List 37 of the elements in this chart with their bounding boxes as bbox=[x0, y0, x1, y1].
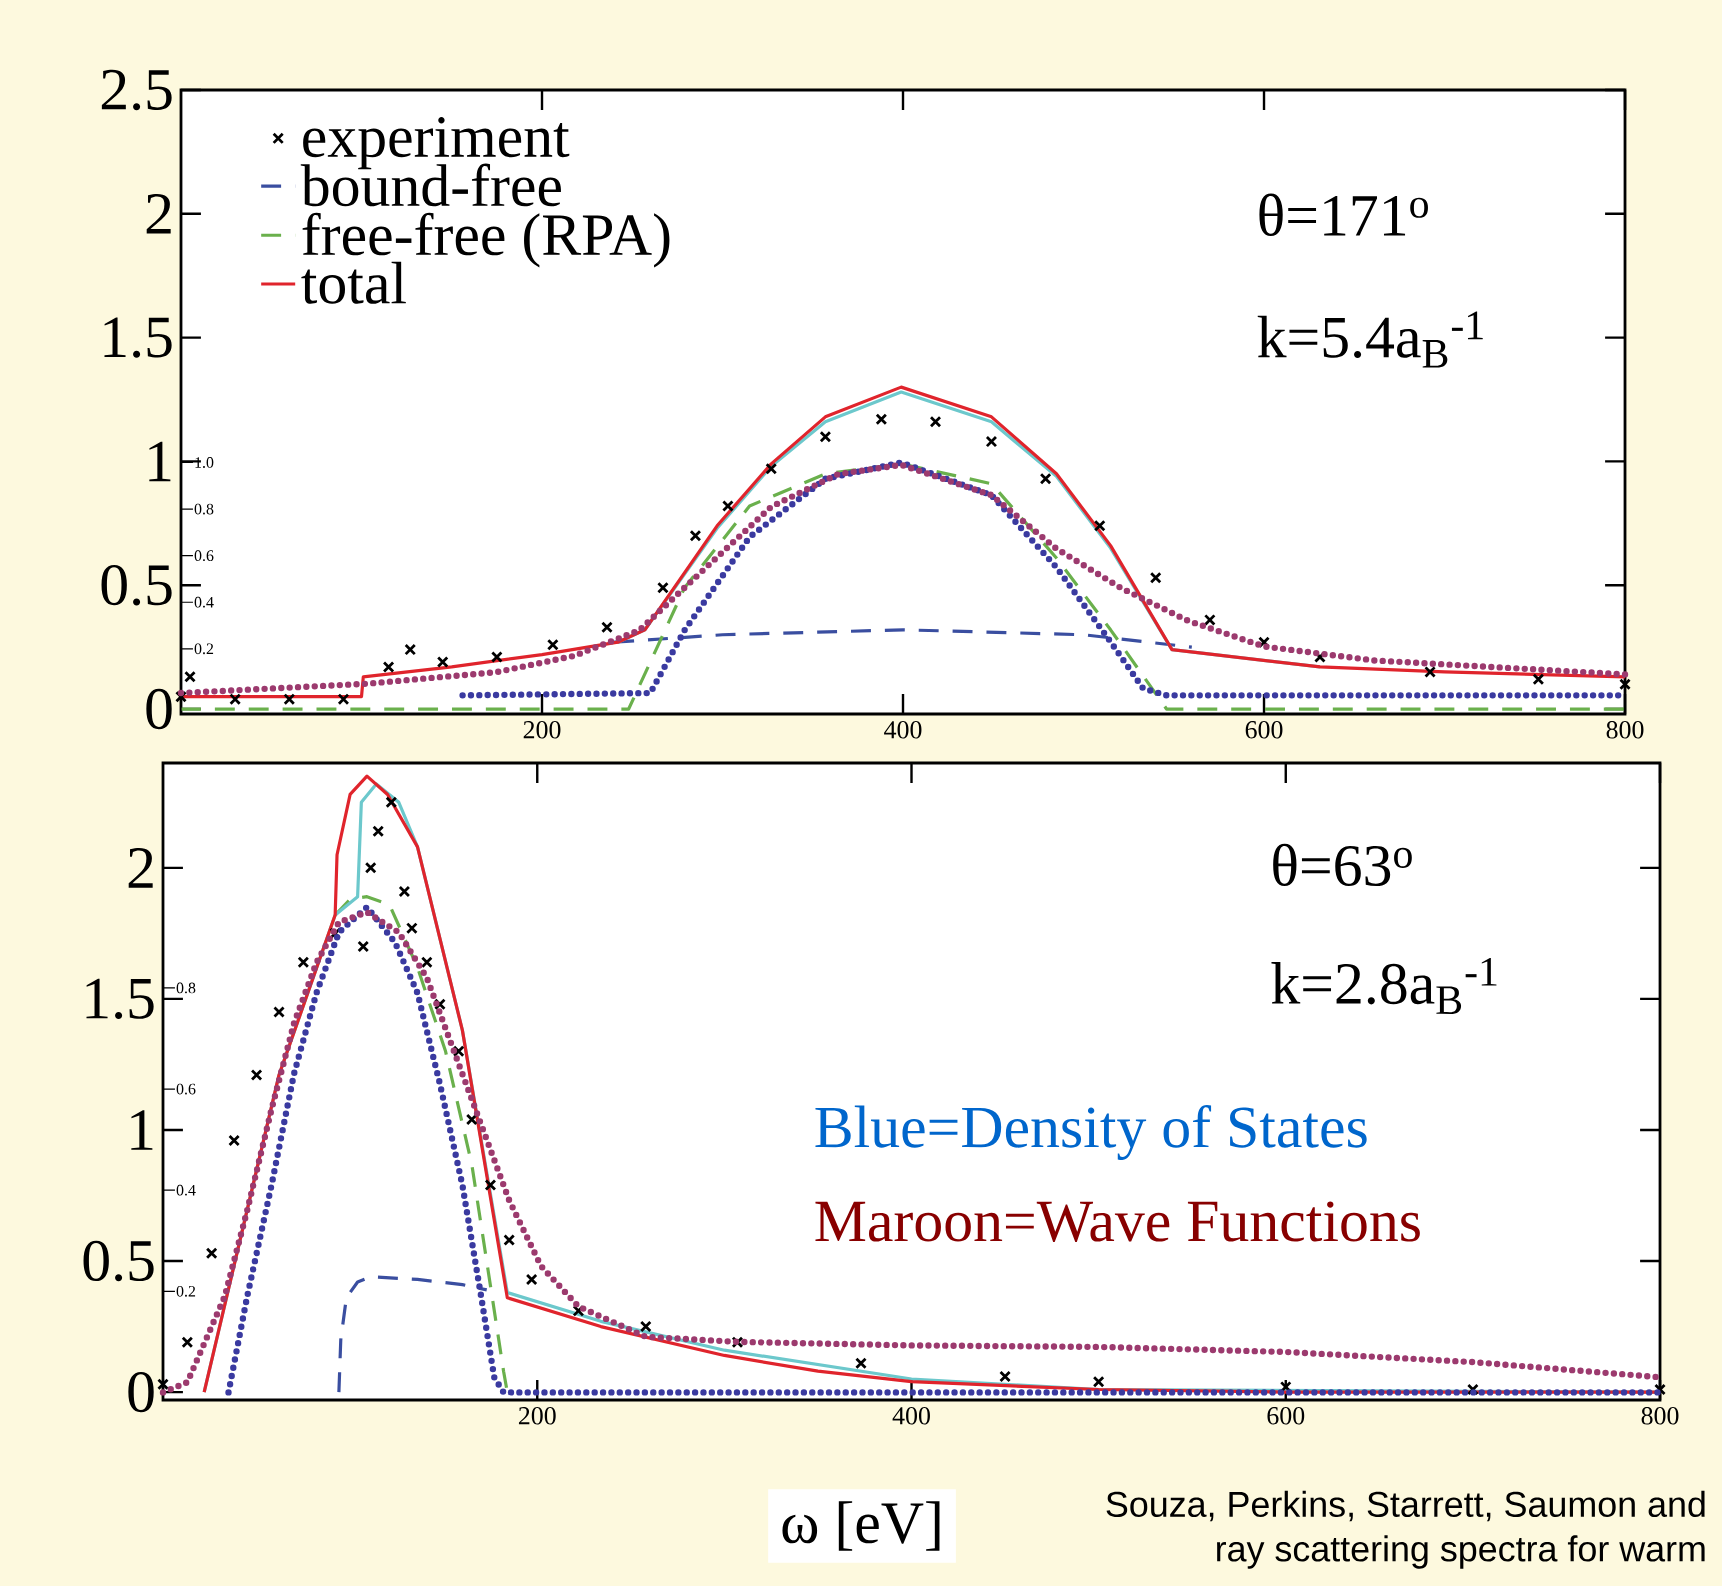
x-tick-label: 800 bbox=[1641, 1407, 1679, 1425]
x-tick-label: 600 bbox=[1267, 1407, 1305, 1425]
y2-tick-label: 0.2 bbox=[194, 643, 214, 655]
y-tick-label: 1 bbox=[131, 1110, 153, 1150]
text: Souza, Perkins, Starrett, Saumon and bbox=[1106, 1490, 1705, 1522]
y2-tick-label: 0.2 bbox=[176, 1285, 196, 1297]
x-tick-label: 400 bbox=[884, 721, 922, 739]
y-tick-label: 0 bbox=[146, 688, 172, 730]
y2-tick-label: 0.8 bbox=[176, 982, 196, 994]
y2-tick-label: 0.4 bbox=[176, 1184, 196, 1196]
x-tick-label: 200 bbox=[523, 721, 561, 739]
y-tick-label: 1.5 bbox=[104, 317, 172, 358]
annotation: Maroon=Wave Functions bbox=[815, 1201, 1420, 1242]
text: ray scattering spectra for warm bbox=[1217, 1535, 1705, 1569]
y-tick-label: 2.5 bbox=[101, 69, 172, 111]
y-tick-label: 1 bbox=[149, 441, 171, 482]
annotation: θ=171$^{o}$ bbox=[1259, 193, 1428, 236]
x-tick-label: 400 bbox=[892, 1407, 930, 1425]
y-tick-label: 2 bbox=[146, 193, 171, 234]
annotation: k=2.8a$_{B}$-1 bbox=[1271, 957, 1497, 1014]
y-tick-label: 0.5 bbox=[83, 1240, 154, 1282]
annotation: k=5.4a$_{B}$-1 bbox=[1257, 311, 1483, 368]
y-tick-label: 1.5 bbox=[86, 978, 154, 1020]
y2-tick-label: 0.4 bbox=[194, 596, 214, 608]
y-tick-label: 2 bbox=[128, 848, 153, 888]
annotation: Blue=Density of States bbox=[815, 1104, 1367, 1160]
y2-tick-label: 1.0 bbox=[195, 457, 214, 468]
x-tick-label: 600 bbox=[1245, 721, 1283, 739]
x-tick-label: 200 bbox=[518, 1407, 556, 1425]
x-axis-title: ω [eV] bbox=[782, 1501, 940, 1551]
annotation: θ=63$^{o}$ bbox=[1273, 843, 1412, 887]
y2-tick-label: 0.6 bbox=[194, 550, 214, 562]
y2-tick-label: 0.8 bbox=[194, 503, 214, 515]
y-tick-label: 0.5 bbox=[101, 564, 172, 606]
y-tick-label: 0 bbox=[128, 1371, 154, 1413]
y2-tick-label: 0.6 bbox=[176, 1083, 196, 1095]
x-tick-label: 800 bbox=[1606, 721, 1644, 739]
